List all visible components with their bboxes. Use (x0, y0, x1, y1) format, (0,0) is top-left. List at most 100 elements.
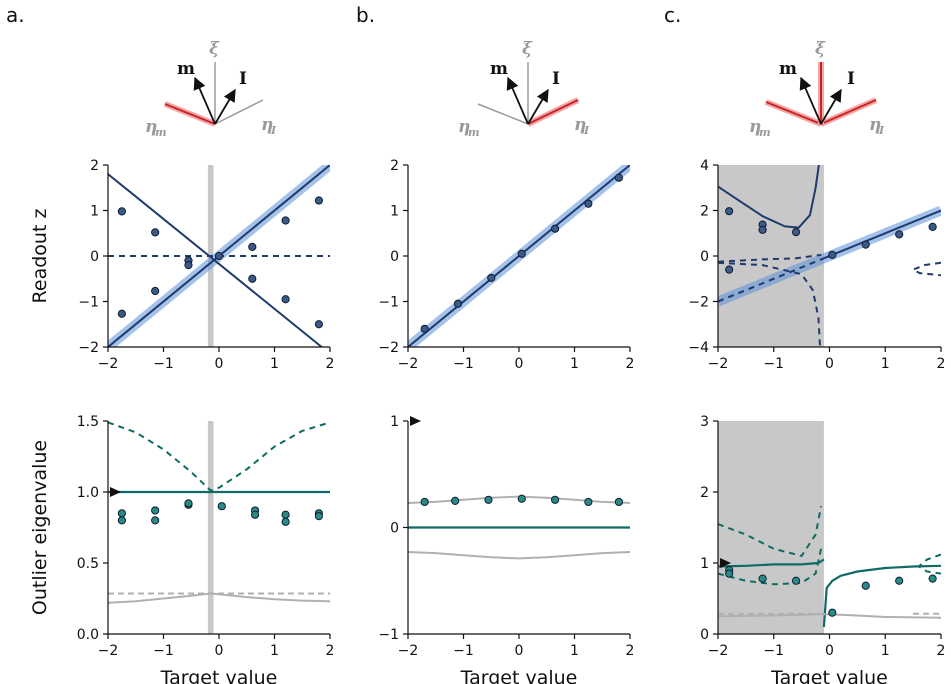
data-point-3 (758, 225, 767, 234)
y-tick-label: 4 (700, 158, 709, 174)
data-point-2 (484, 495, 493, 504)
vector-I-label: I (239, 69, 247, 89)
y-tick-label: 2 (700, 204, 709, 220)
series-line-0 (718, 506, 823, 557)
data-point-9 (281, 216, 290, 225)
data-point-4 (828, 608, 837, 617)
y-tick-label: 2 (700, 485, 709, 501)
y-axis-label: Readout z (29, 209, 51, 304)
x-tick-label: −1 (763, 643, 784, 659)
data-point-2 (151, 228, 160, 237)
vector-eta-I-label: η (261, 115, 273, 135)
series-line-0 (108, 421, 330, 492)
data-point-1 (451, 496, 460, 505)
series-line-4 (917, 553, 941, 575)
x-tick-label: −1 (453, 643, 474, 659)
x-tick-label: 0 (825, 356, 834, 372)
vector-eta-m-sub: m (759, 126, 771, 139)
x-tick-label: −2 (98, 356, 119, 372)
x-tick-label: 1 (881, 643, 890, 659)
data-point-4 (550, 224, 560, 233)
vector-eta-I-label: η (574, 115, 586, 135)
series-line-2 (718, 558, 825, 568)
y-tick-label: 0.0 (77, 627, 99, 643)
arrow-marker (720, 558, 731, 568)
arrow-marker (410, 416, 421, 426)
data-point-8 (248, 274, 257, 283)
data-point-5 (184, 499, 193, 508)
data-point-1 (453, 299, 463, 308)
y-tick-label: 2 (390, 158, 399, 174)
vector-m-label: m (779, 59, 797, 79)
x-tick-label: 1 (570, 643, 579, 659)
x-tick-label: −1 (763, 356, 784, 372)
data-point-9 (281, 510, 290, 519)
series-line-4 (718, 261, 821, 347)
x-tick-label: −1 (153, 643, 174, 659)
data-point-6 (214, 251, 224, 261)
y-tick-label: −4 (688, 340, 709, 356)
data-point-0 (725, 207, 734, 216)
x-tick-label: 1 (881, 356, 890, 372)
x-tick-label: 1 (270, 356, 279, 372)
x-tick-label: 2 (326, 356, 335, 372)
x-tick-label: 2 (626, 356, 635, 372)
x-tick-label: −2 (98, 643, 119, 659)
vector-eta-m-sub: m (155, 126, 167, 139)
x-tick-label: −1 (453, 356, 474, 372)
data-point-3 (517, 249, 526, 258)
y-tick-label: 1 (390, 204, 399, 220)
data-point-2 (758, 574, 767, 583)
x-tick-label: 0 (825, 643, 834, 659)
x-axis-label: Target value (770, 667, 888, 684)
x-tick-label: 2 (326, 643, 335, 659)
vector-I-label: I (847, 69, 855, 89)
vector-xi-label: ξ (815, 39, 826, 59)
panel-label-c: c. (664, 3, 681, 27)
x-tick-label: 1 (270, 643, 279, 659)
x-tick-label: 2 (626, 643, 635, 659)
x-axis-label: Target value (460, 667, 578, 684)
vector-diagram-c: m I ξ η m η I (749, 39, 885, 139)
vector-eta-m-label: η (145, 117, 157, 137)
data-point-5 (584, 497, 593, 507)
series-line-1 (718, 548, 823, 586)
y-tick-label: 1 (700, 556, 709, 572)
data-point-5 (584, 199, 593, 208)
data-point-6 (895, 576, 904, 585)
vector-eta-I-sub: I (878, 124, 885, 137)
data-point-11 (314, 196, 323, 205)
data-point-6 (217, 502, 226, 511)
vector-eta-I-sub: I (583, 124, 590, 137)
x-tick-label: 0 (215, 356, 224, 372)
x-tick-label: −2 (708, 356, 729, 372)
series-line-2 (108, 173, 323, 347)
series-line-2 (718, 257, 825, 303)
data-point-7 (248, 242, 257, 251)
vector-m-label: m (490, 59, 508, 79)
data-point-0 (420, 324, 429, 333)
shaded-region (207, 421, 214, 634)
x-tick-label: −2 (398, 356, 419, 372)
series-line-1 (823, 209, 941, 260)
y-tick-label: −1 (378, 295, 399, 311)
data-point-4 (550, 495, 560, 504)
data-point-0 (420, 497, 429, 507)
panel-label-a: a. (6, 3, 25, 27)
y-tick-label: 0 (700, 249, 709, 265)
y-tick-label: 0 (390, 521, 399, 537)
data-point-6 (861, 240, 870, 249)
vector-xi-label: ξ (522, 39, 533, 59)
arrow-marker (110, 487, 121, 497)
vector-I-label: I (552, 69, 560, 89)
y-tick-label: 1 (390, 414, 399, 430)
vector-xi-label: ξ (209, 39, 220, 59)
vector-eta-m-sub: m (468, 126, 480, 139)
x-tick-label: 2 (937, 356, 946, 372)
y-tick-label: 2 (90, 158, 99, 174)
y-tick-label: 0 (90, 249, 99, 265)
x-tick-label: 0 (215, 643, 224, 659)
y-tick-label: 0 (700, 627, 709, 643)
